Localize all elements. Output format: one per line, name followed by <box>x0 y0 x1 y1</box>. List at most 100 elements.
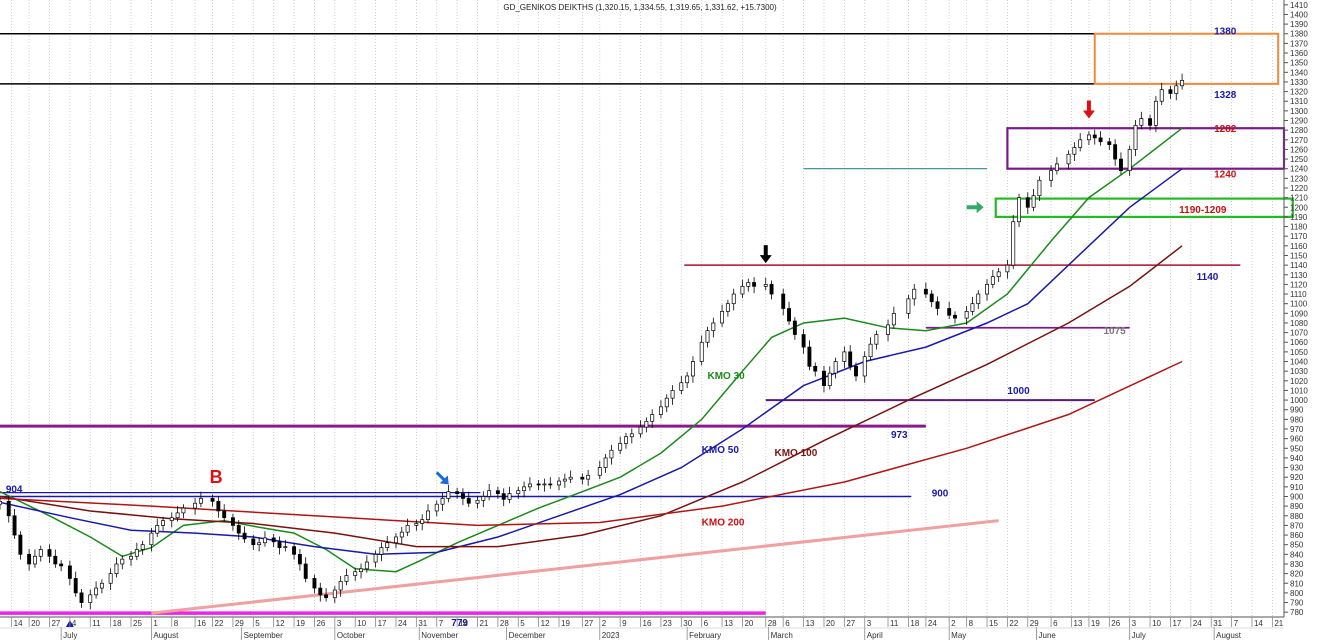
candle-body <box>283 546 288 548</box>
candle-body <box>481 496 486 501</box>
candle-body <box>685 375 690 384</box>
x-tick-label: 30 <box>683 619 692 628</box>
candle-body <box>332 589 337 599</box>
annotation-b: B <box>210 467 223 487</box>
x-tick-label: 21 <box>1274 619 1283 628</box>
x-tick-label: 18 <box>113 619 122 628</box>
candle-body <box>501 493 506 500</box>
annotation-kmo200: KMO 200 <box>702 517 745 528</box>
x-tick-label: 3 <box>1132 619 1137 628</box>
candle-body <box>466 498 471 504</box>
candle-body <box>644 420 649 428</box>
down-arrow-black-icon <box>759 245 772 264</box>
candle-body <box>236 525 241 534</box>
candle-body <box>1133 124 1138 150</box>
candle-body <box>886 324 890 335</box>
candle-body <box>912 288 917 300</box>
candle-body <box>318 587 323 596</box>
candle-body <box>99 582 104 589</box>
arrow-markers <box>65 100 1095 627</box>
label-900: 900 <box>932 488 949 499</box>
candle-body <box>155 525 160 534</box>
y-tick-label: 1060 <box>1290 338 1308 347</box>
diagonal-arrow-blue-head-icon <box>439 475 449 485</box>
y-tick-label: 1030 <box>1290 367 1308 376</box>
y-tick-label: 790 <box>1290 599 1304 608</box>
annotation-kmo100: KMO 100 <box>774 448 817 459</box>
candle-body <box>399 531 404 538</box>
candle-body <box>292 546 297 555</box>
candle-body <box>906 298 911 314</box>
candle-body <box>679 382 684 391</box>
moving-averages <box>0 127 1183 573</box>
candle-body <box>230 517 235 526</box>
candle-body <box>446 491 451 499</box>
candle-body <box>1168 89 1173 94</box>
candle-body <box>297 553 302 565</box>
candle-body <box>522 486 527 492</box>
candle-body <box>964 311 969 319</box>
y-tick-label: 1360 <box>1290 49 1308 58</box>
candle-body <box>618 443 623 451</box>
candle-body <box>568 476 573 480</box>
month-label: February <box>689 631 721 640</box>
candle-body <box>134 549 139 557</box>
candle-body <box>953 314 957 319</box>
x-tick-label: 12 <box>276 619 285 628</box>
x-tick-label: 10 <box>357 619 366 628</box>
month-label: July <box>63 631 77 640</box>
candle-body <box>420 519 425 524</box>
label-1380: 1380 <box>1214 27 1237 38</box>
candle-body <box>935 301 940 309</box>
candle-body <box>658 406 663 415</box>
x-tick-label: 14 <box>459 619 468 628</box>
candle-body <box>970 303 975 312</box>
label-1190-1209: 1190-1209 <box>1179 205 1227 216</box>
candle-body <box>1086 134 1091 141</box>
candle-body <box>487 490 492 497</box>
y-tick-label: 1090 <box>1290 309 1308 318</box>
x-tick-label: 22 <box>215 619 224 628</box>
x-tick-label: 23 <box>663 619 672 628</box>
candle-body <box>47 549 52 557</box>
y-tick-label: 1410 <box>1290 1 1308 10</box>
y-tick-label: 950 <box>1290 444 1304 453</box>
candle-body <box>996 271 1001 278</box>
candle-body <box>1072 147 1077 155</box>
candle-body <box>364 561 369 570</box>
candle-body <box>603 457 608 468</box>
label-973: 973 <box>891 430 908 441</box>
y-tick-label: 1100 <box>1290 300 1308 309</box>
candle-body <box>175 512 180 519</box>
x-tick-label: 6 <box>785 619 790 628</box>
x-tick-label: 18 <box>910 619 919 628</box>
candle-body <box>79 592 84 603</box>
y-tick-label: 990 <box>1290 406 1304 415</box>
x-tick-label: 17 <box>1172 619 1181 628</box>
x-axis: 14 20 27 4 11 18 25 1 8 16 22 29 5 12 19 26 3 10 17 24 31 7 14… <box>0 617 1284 640</box>
candle-body <box>149 532 154 546</box>
y-tick-label: 1080 <box>1290 319 1308 328</box>
y-tick-label: 1220 <box>1290 184 1308 193</box>
month-label: August <box>153 631 179 640</box>
candle-body <box>842 351 847 362</box>
y-tick-label: 1160 <box>1290 242 1308 251</box>
candle-body <box>198 498 203 504</box>
y-tick-label: 870 <box>1290 521 1304 530</box>
candle-body <box>414 523 419 526</box>
candle-body <box>6 500 11 517</box>
y-tick-label: 1230 <box>1290 174 1308 183</box>
candle-body <box>664 397 669 408</box>
candle-body <box>1017 197 1021 223</box>
candle-body <box>0 500 2 505</box>
x-tick-label: 4 <box>72 619 77 628</box>
y-tick-label: 1010 <box>1290 386 1308 395</box>
label-1328: 1328 <box>1214 90 1237 101</box>
candle-body <box>271 537 276 543</box>
x-tick-label: 10 <box>1152 619 1161 628</box>
x-tick-label: 16 <box>197 619 206 628</box>
candle-body <box>344 575 349 582</box>
candle-body <box>670 390 675 399</box>
x-tick-label: 8 <box>174 619 179 628</box>
candle-body <box>699 341 704 362</box>
